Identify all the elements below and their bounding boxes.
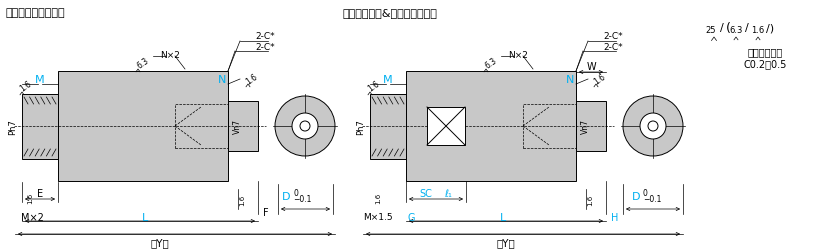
Bar — [369, 94, 405, 159]
Text: 1.6: 1.6 — [238, 194, 245, 205]
Bar — [575, 102, 605, 151]
Text: 1.6: 1.6 — [592, 73, 607, 87]
Text: 2-C*: 2-C* — [602, 42, 622, 51]
Text: ℓ₁: ℓ₁ — [444, 188, 451, 198]
Circle shape — [300, 121, 310, 132]
Text: C0.2～0.5: C0.2～0.5 — [742, 59, 785, 69]
Text: 2-C*: 2-C* — [255, 42, 274, 51]
Text: （Y）: （Y） — [496, 237, 515, 247]
Text: N×2: N×2 — [508, 50, 527, 59]
Text: 0: 0 — [642, 188, 647, 197]
Text: −0.1: −0.1 — [642, 195, 661, 204]
Text: L: L — [500, 212, 505, 222]
Text: （インロー部&スパナ溝指定）: （インロー部&スパナ溝指定） — [342, 8, 437, 18]
Text: H: H — [610, 212, 618, 222]
Text: G: G — [407, 212, 414, 222]
Text: 25: 25 — [704, 25, 715, 34]
Text: 6.3: 6.3 — [729, 25, 742, 34]
Text: (: ( — [725, 21, 730, 34]
Text: SC: SC — [419, 188, 432, 198]
Text: 6.3: 6.3 — [483, 56, 498, 70]
Text: Vn7: Vn7 — [580, 119, 589, 134]
Text: W: W — [586, 62, 595, 72]
Text: M: M — [382, 75, 392, 85]
Bar — [58, 72, 228, 181]
Text: F: F — [263, 207, 269, 217]
Text: 0: 0 — [292, 188, 297, 197]
Bar — [523, 105, 575, 148]
Circle shape — [647, 121, 657, 132]
Text: ＊コーナーは: ＊コーナーは — [746, 47, 781, 57]
Circle shape — [274, 97, 335, 156]
Text: M×1.5: M×1.5 — [363, 213, 392, 222]
Text: E: E — [37, 188, 43, 198]
Bar — [174, 105, 228, 148]
Text: N×2: N×2 — [160, 50, 179, 59]
Bar — [22, 94, 58, 159]
Circle shape — [292, 114, 318, 139]
Text: 1.6: 1.6 — [366, 80, 381, 94]
Text: Vn7: Vn7 — [233, 119, 242, 134]
Bar — [427, 108, 464, 145]
Text: 1.6: 1.6 — [374, 192, 381, 203]
Text: Ph7: Ph7 — [356, 119, 365, 134]
Text: 6.3: 6.3 — [135, 56, 151, 70]
Circle shape — [622, 97, 682, 156]
Text: 2-C*: 2-C* — [602, 32, 622, 40]
Bar — [405, 72, 575, 181]
Text: 1.6: 1.6 — [27, 192, 33, 203]
Text: 1.6: 1.6 — [750, 25, 763, 34]
Text: N: N — [218, 75, 226, 85]
Text: /): /) — [765, 23, 773, 33]
Text: M×2: M×2 — [20, 212, 43, 222]
Text: （インロー部固定）: （インロー部固定） — [5, 8, 65, 18]
Text: L: L — [142, 212, 148, 222]
Bar — [228, 102, 258, 151]
Text: /: / — [744, 23, 748, 33]
Circle shape — [639, 114, 665, 139]
Text: D: D — [631, 191, 639, 201]
Text: /: / — [719, 23, 723, 33]
Text: 1.6: 1.6 — [19, 80, 34, 94]
Text: 2-C*: 2-C* — [255, 32, 274, 40]
Text: M: M — [35, 75, 45, 85]
Text: N: N — [565, 75, 573, 85]
Text: 1.6: 1.6 — [244, 73, 259, 87]
Text: −0.1: −0.1 — [292, 195, 311, 204]
Text: Ph7: Ph7 — [8, 119, 17, 134]
Text: （Y）: （Y） — [151, 237, 170, 247]
Text: 1.6: 1.6 — [586, 194, 592, 205]
Text: D: D — [281, 191, 290, 201]
